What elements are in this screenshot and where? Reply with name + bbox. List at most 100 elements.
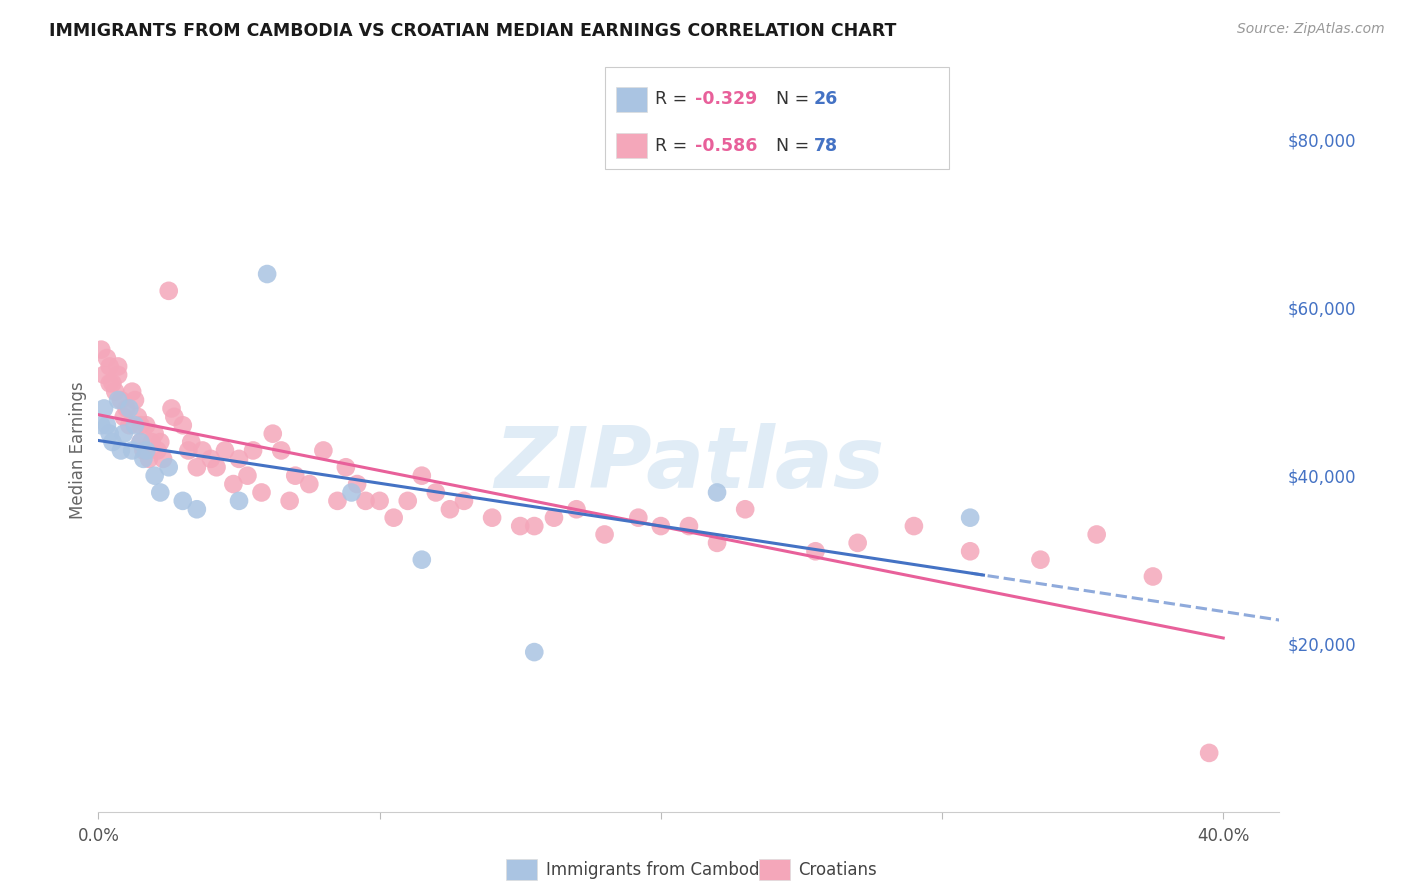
Point — [298, 477, 321, 491]
Point — [186, 502, 208, 516]
Point — [543, 510, 565, 524]
Point — [160, 401, 183, 416]
Point — [107, 392, 129, 407]
Point — [439, 502, 461, 516]
Point — [262, 426, 284, 441]
Text: N =: N = — [776, 90, 815, 108]
Point — [256, 267, 278, 281]
Point — [411, 468, 433, 483]
Text: R =: R = — [655, 137, 693, 155]
Point — [93, 368, 115, 382]
Point — [1085, 527, 1108, 541]
Point — [129, 435, 152, 450]
Point — [93, 401, 115, 416]
Point — [101, 376, 124, 391]
Point — [627, 510, 650, 524]
Text: -0.329: -0.329 — [695, 90, 756, 108]
Point — [172, 418, 194, 433]
Point — [191, 443, 214, 458]
Point — [228, 451, 250, 466]
Point — [177, 443, 200, 458]
Point — [172, 494, 194, 508]
Text: ZIPatlas: ZIPatlas — [494, 424, 884, 507]
Point — [138, 451, 160, 466]
Point — [121, 443, 143, 458]
Point — [346, 477, 368, 491]
Text: Source: ZipAtlas.com: Source: ZipAtlas.com — [1237, 22, 1385, 37]
Point — [326, 494, 349, 508]
Text: N =: N = — [776, 137, 815, 155]
Point — [163, 409, 186, 424]
Point — [200, 451, 222, 466]
Point — [411, 552, 433, 566]
Point — [112, 409, 135, 424]
Point — [90, 343, 112, 357]
Point — [98, 426, 121, 441]
Point — [107, 359, 129, 374]
Point — [110, 392, 132, 407]
Point — [205, 460, 228, 475]
Point — [222, 477, 245, 491]
Point — [593, 527, 616, 541]
Point — [523, 645, 546, 659]
Point — [804, 544, 827, 558]
Point — [959, 510, 981, 524]
Point — [959, 544, 981, 558]
Point — [425, 485, 447, 500]
Point — [143, 468, 166, 483]
Point — [242, 443, 264, 458]
Point — [340, 485, 363, 500]
Point — [146, 443, 169, 458]
Point — [152, 451, 174, 466]
Point — [1142, 569, 1164, 583]
Point — [132, 443, 155, 458]
Point — [96, 418, 118, 433]
Point — [903, 519, 925, 533]
Point — [565, 502, 588, 516]
Point — [127, 409, 149, 424]
Point — [104, 384, 127, 399]
Point — [1198, 746, 1220, 760]
Point — [143, 426, 166, 441]
Point — [481, 510, 503, 524]
Point — [678, 519, 700, 533]
Point — [149, 485, 172, 500]
Text: -0.586: -0.586 — [695, 137, 756, 155]
Text: Croatians: Croatians — [799, 861, 877, 879]
Point — [214, 443, 236, 458]
Point — [157, 460, 180, 475]
Point — [396, 494, 419, 508]
Point — [132, 451, 155, 466]
Point — [124, 418, 146, 433]
Point — [115, 401, 138, 416]
Point — [270, 443, 292, 458]
Point — [382, 510, 405, 524]
Point — [141, 435, 163, 450]
Point — [846, 536, 869, 550]
Point — [135, 443, 157, 458]
Text: 26: 26 — [814, 90, 838, 108]
Text: 78: 78 — [814, 137, 838, 155]
Point — [354, 494, 377, 508]
Point — [121, 384, 143, 399]
Point — [98, 376, 121, 391]
Y-axis label: Median Earnings: Median Earnings — [69, 382, 87, 519]
Point — [180, 435, 202, 450]
Point — [453, 494, 475, 508]
Point — [118, 418, 141, 433]
Point — [228, 494, 250, 508]
Point — [149, 435, 172, 450]
Point — [312, 443, 335, 458]
Point — [250, 485, 273, 500]
Point — [509, 519, 531, 533]
Point — [650, 519, 672, 533]
Point — [335, 460, 357, 475]
Point — [129, 435, 152, 450]
Point — [90, 418, 112, 433]
Text: R =: R = — [655, 90, 693, 108]
Point — [112, 426, 135, 441]
Point — [96, 351, 118, 365]
Point — [124, 392, 146, 407]
Point — [98, 359, 121, 374]
Point — [118, 401, 141, 416]
